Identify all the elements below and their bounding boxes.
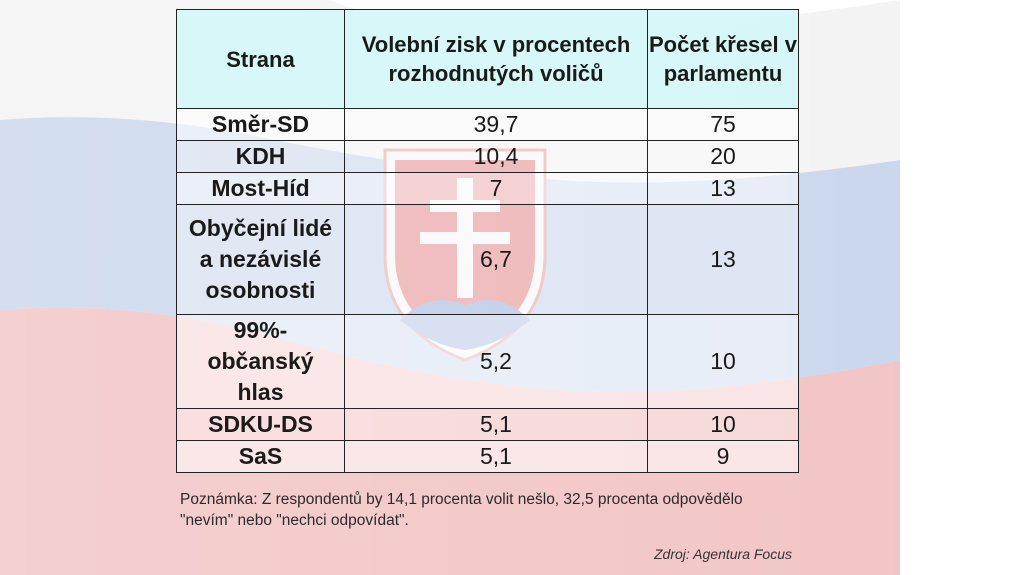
table-row: 99%- občanský hlas 5,2 10 (176, 314, 799, 409)
party-name: Směr-SD (176, 108, 345, 141)
table-header-row: Strana Volební zisk v procentech rozhodn… (176, 9, 799, 109)
seat-count: 13 (647, 204, 799, 315)
header-party: Strana (176, 9, 345, 109)
party-name: KDH (176, 140, 345, 173)
header-seats: Počet křesel v parlamentu (647, 9, 799, 109)
table-row: SDKU-DS 5,1 10 (176, 408, 799, 441)
party-name: Obyčejní lidé a nezávislé osobnosti (176, 204, 345, 315)
table-row: Most-Híd 7 13 (176, 172, 799, 205)
seat-count: 13 (647, 172, 799, 205)
vote-percent: 10,4 (344, 140, 648, 173)
vote-percent: 5,2 (344, 314, 648, 409)
seat-count: 9 (647, 440, 799, 473)
table-row: KDH 10,4 20 (176, 140, 799, 173)
table-row: Směr-SD 39,7 75 (176, 108, 799, 141)
source-credit: Zdroj: Agentura Focus (654, 546, 792, 562)
vote-percent: 39,7 (344, 108, 648, 141)
party-name: 99%- občanský hlas (176, 314, 345, 409)
header-vote-share: Volební zisk v procentech rozhodnutých v… (344, 9, 648, 109)
vote-percent: 5,1 (344, 440, 648, 473)
vote-percent: 6,7 (344, 204, 648, 315)
table-row: SaS 5,1 9 (176, 440, 799, 473)
party-name: Most-Híd (176, 172, 345, 205)
vote-percent: 5,1 (344, 408, 648, 441)
party-name: SDKU-DS (176, 408, 345, 441)
vote-percent: 7 (344, 172, 648, 205)
election-results-table: Strana Volební zisk v procentech rozhodn… (176, 9, 799, 473)
seat-count: 20 (647, 140, 799, 173)
seat-count: 75 (647, 108, 799, 141)
footnote: Poznámka: Z respondentů by 14,1 procenta… (180, 491, 743, 529)
seat-count: 10 (647, 314, 799, 409)
party-name: SaS (176, 440, 345, 473)
seat-count: 10 (647, 408, 799, 441)
table-row: Obyčejní lidé a nezávislé osobnosti 6,7 … (176, 204, 799, 315)
